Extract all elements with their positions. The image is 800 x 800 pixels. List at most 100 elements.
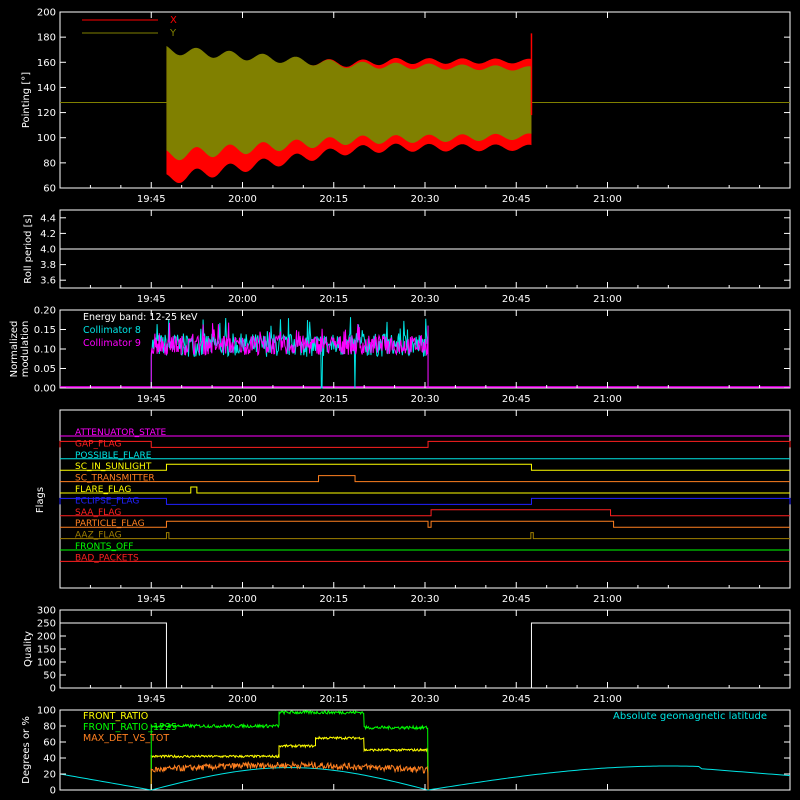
y-tick-label: 3.6	[40, 276, 56, 287]
flag-label: FRONTS_OFF	[75, 542, 133, 552]
x-tick-label: 20:00	[228, 394, 257, 405]
y-tick-label: 0.15	[34, 325, 56, 336]
flags-series-group: ATTENUATOR_STATEGAP_FLAGPOSSIBLE_FLARESC…	[59, 428, 791, 563]
ratio-series-max-det-vs-tot	[150, 760, 429, 791]
y-tick-label: 4.2	[40, 229, 56, 240]
pointing-y-band	[166, 45, 532, 161]
y-tick-label: 40	[43, 754, 56, 765]
x-tick-label: 19:45	[137, 194, 166, 205]
ratios-legend-max-det: MAX_DET_VS_TOT	[83, 733, 169, 744]
x-tick-label: 21:00	[593, 294, 622, 305]
flag-label: PARTICLE_FLAG	[75, 519, 145, 529]
flag-line	[60, 486, 790, 494]
x-tick-label: 20:30	[411, 294, 440, 305]
modulation-energy-band: Energy band: 12-25 keV	[83, 312, 198, 323]
x-tick-label: 20:45	[502, 194, 531, 205]
x-tick-label: 21:00	[593, 594, 622, 605]
x-tick-label: 20:00	[228, 294, 257, 305]
x-tick-label: 20:30	[411, 194, 440, 205]
x-tick-label: 20:15	[319, 694, 348, 705]
flag-line	[60, 475, 790, 483]
flag-label: ECLIPSE_FLAG	[75, 496, 139, 506]
pointing-yticks: 60 80 100 120 140 160 180 200	[37, 8, 790, 195]
roll-ylabel: Roll period [s]	[23, 214, 34, 283]
flag-label: FLARE_FLAG	[75, 485, 131, 495]
x-tick-label: 20:30	[411, 594, 440, 605]
flag-label: SC_IN_SUNLIGHT	[75, 462, 152, 472]
modulation-panel: 0.00 0.05 0.10 0.15 0.20 19:45 20:00 20:15 20:3…	[9, 306, 791, 405]
y-tick-label: 150	[37, 645, 56, 656]
x-tick-label: 20:15	[319, 194, 348, 205]
pointing-ylabel: Pointing [°]	[21, 72, 32, 128]
y-tick-label: 160	[37, 58, 56, 69]
ratio-series-front-ratio-1225	[150, 709, 429, 791]
quality-panel: 0 50 100 150 200 250 300 19:45 20:00 20:15 20:30 2…	[23, 606, 791, 705]
y-tick-label: 250	[37, 619, 56, 630]
y-tick-label: 200	[37, 8, 56, 19]
y-tick-label: 20	[43, 770, 56, 781]
ratio-series-front-ratio	[150, 735, 429, 791]
x-tick-label: 21:00	[593, 694, 622, 705]
ratios-yticks: 0 20 40 60 80 100	[37, 706, 790, 797]
quality-line	[60, 622, 790, 689]
y-tick-label: 60	[43, 738, 56, 749]
quality-plot-frame	[59, 609, 791, 689]
x-tick-label: 19:45	[137, 594, 166, 605]
y-tick-label: 120	[37, 108, 56, 119]
quality-series-group	[60, 622, 790, 689]
flag-label: GAP_FLAG	[75, 439, 121, 449]
x-tick-label: 19:45	[137, 394, 166, 405]
ratios-ylabel: Degrees or %	[21, 716, 32, 784]
modulation-legend-c9: Collimator 9	[83, 338, 141, 349]
flags-ylabel: Flags	[35, 487, 46, 513]
y-tick-label: 0.20	[34, 306, 56, 317]
x-tick-label: 20:15	[319, 294, 348, 305]
y-tick-label: 100	[37, 706, 56, 717]
y-tick-label: 80	[43, 722, 56, 733]
y-tick-label: 140	[37, 83, 56, 94]
y-tick-label: 3.8	[40, 260, 56, 271]
x-tick-label: 20:00	[228, 594, 257, 605]
y-tick-label: 4.0	[40, 245, 56, 256]
x-tick-label: 20:30	[411, 694, 440, 705]
flag-line	[59, 497, 791, 505]
modulation-legend-c8: Collimator 8	[83, 325, 141, 336]
x-tick-label: 20:45	[502, 594, 531, 605]
modulation-series-group	[60, 317, 790, 389]
flag-label: BAD_PACKETS	[75, 553, 139, 563]
pointing-series-group	[60, 33, 790, 184]
x-tick-label: 20:45	[502, 694, 531, 705]
y-tick-label: 80	[43, 158, 56, 169]
x-tick-label: 20:30	[411, 394, 440, 405]
flag-label: POSSIBLE_FLARE	[75, 451, 152, 461]
quality-ylabel: Quality	[23, 631, 34, 667]
x-tick-label: 20:15	[319, 394, 348, 405]
quality-yticks: 0 50 100 150 200 250 300	[37, 606, 790, 695]
modulation-series-8	[150, 317, 429, 389]
roll-xticks: 19:45 20:00 20:15 20:30 20:45 21:00	[89, 210, 761, 305]
flag-label: AAZ_FLAG	[75, 531, 122, 541]
x-tick-label: 20:00	[228, 194, 257, 205]
y-tick-label: 300	[37, 606, 56, 617]
ratios-panel: 0 20 40 60 80 100 Degrees or % FRONT_RATIO FR…	[21, 706, 791, 797]
roll-panel: 3.6 3.8 4.0 4.2 4.4 19:45 20:00 20:15 20:30 20:4…	[23, 209, 791, 305]
flag-line	[60, 520, 790, 528]
x-tick-label: 20:45	[502, 394, 531, 405]
modulation-ylabel-line2: modulation	[20, 321, 31, 378]
y-tick-label: 4.4	[40, 213, 56, 224]
y-tick-label: 200	[37, 632, 56, 643]
legend-y-label: Y	[169, 28, 177, 39]
flags-xticks: 19:45 20:00 20:15 20:30 20:45 21:00	[89, 410, 761, 605]
x-tick-label: 20:15	[319, 594, 348, 605]
ratios-annotation: Absolute geomagnetic latitude	[613, 711, 767, 722]
y-tick-label: 50	[43, 671, 56, 682]
x-tick-label: 20:45	[502, 294, 531, 305]
x-tick-label: 19:45	[137, 294, 166, 305]
ratios-legend-front-ratio: FRONT_RATIO	[83, 711, 148, 722]
pointing-xticks: 19:45 20:00 20:15 20:30 20:45 21:00	[89, 12, 761, 205]
flag-line	[60, 463, 790, 471]
y-tick-label: 0	[50, 684, 56, 695]
y-tick-label: 0.00	[34, 384, 56, 395]
pointing-panel: 60 80 100 120 140 160 180 200 19:45 20:00 20:15 20…	[21, 8, 791, 205]
y-tick-label: 0.05	[34, 364, 56, 375]
